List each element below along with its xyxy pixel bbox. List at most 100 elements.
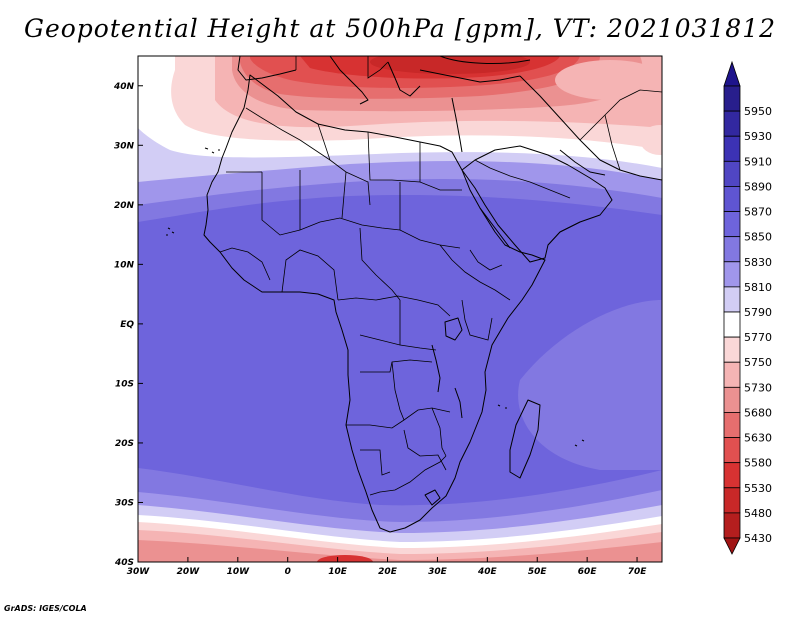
colorbar-label: 5480 bbox=[744, 507, 772, 520]
colorbar-label: 5870 bbox=[744, 206, 772, 219]
colorbar-swatch bbox=[723, 462, 741, 489]
colorbar-label: 5770 bbox=[744, 331, 772, 344]
colorbar-label: 5790 bbox=[744, 306, 772, 319]
border-n-africa-3 bbox=[367, 131, 462, 191]
longitude-axis: 30W 20W 10W 0 10E 20E 30E 40E 50E 60E 70E bbox=[127, 557, 647, 577]
border-south-6 bbox=[369, 455, 447, 496]
colorbar-swatch bbox=[723, 85, 741, 112]
colorbar-label: 5890 bbox=[744, 180, 772, 193]
band-north-core bbox=[370, 56, 530, 74]
border-iran-2 bbox=[604, 114, 621, 171]
lon-tick-label: 20E bbox=[378, 567, 398, 577]
border-west-2 bbox=[281, 249, 339, 301]
border-south-3 bbox=[360, 359, 433, 373]
lat-tick-label: 40N bbox=[113, 82, 135, 92]
colorbar: 5950 5930 5910 5890 5870 5850 5830 5810 5790 5770… bbox=[723, 60, 772, 555]
band-south-low bbox=[317, 555, 373, 562]
colorbar-swatch bbox=[723, 361, 741, 388]
border-west-1 bbox=[219, 247, 271, 281]
colorbar-swatch bbox=[723, 386, 741, 413]
border-europe-2 bbox=[367, 56, 389, 79]
border-central-1 bbox=[359, 227, 401, 301]
border-sahel-4 bbox=[341, 171, 347, 219]
lon-tick-label: 0 bbox=[285, 567, 291, 577]
band-south-5680 bbox=[138, 540, 662, 562]
lon-tick-label: 40E bbox=[477, 567, 498, 577]
colorbar-label: 5930 bbox=[744, 130, 772, 143]
plot-frame bbox=[137, 55, 663, 563]
lat-tick-label: 30S bbox=[115, 498, 134, 508]
colorbar-swatch bbox=[723, 186, 741, 212]
greece-coastline bbox=[387, 61, 421, 97]
colorbar-swatch bbox=[723, 286, 741, 313]
lon-tick-label: 70E bbox=[628, 567, 648, 577]
italy-coastline bbox=[329, 56, 369, 105]
border-n-africa-1 bbox=[245, 107, 371, 206]
colorbar-label: 5580 bbox=[744, 457, 772, 470]
border-arabia-2 bbox=[547, 221, 581, 246]
map-title: Geopotential Height at 500hPa [gpm], VT:… bbox=[23, 14, 777, 43]
border-south-5 bbox=[403, 429, 447, 471]
border-central-2 bbox=[337, 295, 451, 317]
border-east-2 bbox=[469, 249, 503, 271]
colorbar-label: 5750 bbox=[744, 356, 772, 369]
border-east-3 bbox=[461, 299, 493, 341]
colorbar-swatch bbox=[723, 311, 741, 338]
band-east-pale bbox=[555, 60, 662, 100]
height-field bbox=[138, 56, 662, 562]
lat-tick-label: 10S bbox=[115, 379, 134, 389]
border-sahel-1 bbox=[261, 172, 461, 249]
colorbar-label: 5530 bbox=[744, 482, 772, 495]
lon-tick-label: 10E bbox=[328, 567, 348, 577]
lon-tick-label: 30W bbox=[127, 567, 151, 577]
lon-tick-label: 50E bbox=[528, 567, 548, 577]
levant-coastline bbox=[451, 97, 463, 153]
lat-tick-label: EQ bbox=[120, 320, 134, 330]
lon-tick-label: 60E bbox=[578, 567, 598, 577]
colorbar-label: 5810 bbox=[744, 281, 772, 294]
iberia-coastline bbox=[237, 56, 297, 81]
lon-tick-label: 30E bbox=[428, 567, 448, 577]
lon-tick-label: 10W bbox=[227, 567, 251, 577]
colorbar-swatch bbox=[723, 512, 741, 539]
lake-tanganyika bbox=[431, 344, 441, 393]
border-arabia-1 bbox=[474, 159, 571, 199]
border-south-7 bbox=[431, 407, 447, 457]
lake-malawi bbox=[454, 387, 463, 419]
colorbar-bottom-arrow bbox=[723, 537, 741, 555]
colorbar-label: 5950 bbox=[744, 105, 772, 118]
borders bbox=[219, 56, 662, 496]
madagascar-coastline bbox=[509, 399, 541, 479]
border-south-4 bbox=[360, 449, 391, 476]
lake-victoria bbox=[444, 317, 463, 341]
comoros bbox=[497, 404, 507, 409]
black-sea bbox=[439, 56, 531, 64]
lat-tick-label: 40S bbox=[114, 558, 134, 568]
latitude-axis: 40N 30N 20N 10N EQ 10S 20S 30S 40S bbox=[113, 82, 143, 568]
lat-tick-label: 20S bbox=[115, 439, 134, 449]
band-east-5830 bbox=[518, 300, 662, 470]
colorbar-label: 5680 bbox=[744, 406, 772, 419]
colorbar-swatch bbox=[723, 412, 741, 438]
colorbar-label: 5910 bbox=[744, 155, 772, 168]
colorbar-swatch bbox=[723, 261, 741, 288]
canary-islands bbox=[204, 147, 220, 154]
lesotho bbox=[424, 489, 441, 506]
border-iran bbox=[579, 89, 662, 141]
colorbar-swatch bbox=[723, 211, 741, 238]
colorbar-swatch bbox=[723, 487, 741, 514]
cape-verde bbox=[166, 227, 175, 236]
mascarene-islands bbox=[574, 439, 585, 447]
border-south-2 bbox=[391, 361, 405, 421]
arabia-coastline bbox=[461, 145, 613, 263]
colorbar-swatch bbox=[723, 236, 741, 263]
persian-gulf bbox=[519, 75, 662, 181]
gulf-inner bbox=[559, 149, 606, 176]
lat-tick-label: 20N bbox=[114, 201, 135, 211]
colorbar-swatch bbox=[723, 110, 741, 137]
lat-tick-label: 30N bbox=[114, 141, 135, 151]
lat-tick-label: 10N bbox=[114, 260, 135, 270]
lon-tick-label: 20W bbox=[177, 567, 201, 577]
border-n-africa-2 bbox=[317, 123, 331, 161]
